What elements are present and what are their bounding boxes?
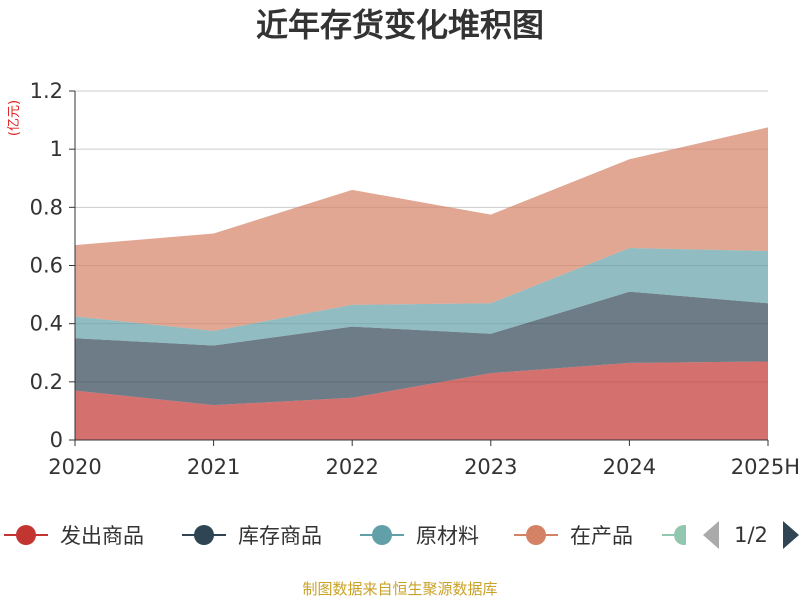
x-tick-label: 2024 xyxy=(603,455,656,479)
y-tick-label: 1.2 xyxy=(30,79,63,103)
legend-label: 库存商品 xyxy=(238,524,322,548)
legend-pager: 1/2 xyxy=(703,521,799,549)
legend-circle-icon xyxy=(372,525,392,545)
area-series-1[interactable] xyxy=(75,361,768,441)
triangle-left-icon[interactable] xyxy=(703,521,719,549)
area-series-3[interactable] xyxy=(75,248,768,346)
y-tick-label: 0.4 xyxy=(30,312,63,336)
legend-page-indicator: 1/2 xyxy=(734,523,768,547)
axes: 0 0.2 0.4 0.6 0.8 1 1.2 2020 2021 2022 2023 2024 202… xyxy=(30,79,800,479)
legend-item-1[interactable]: 发出商品 xyxy=(4,524,144,548)
chart-title: 近年存货变化堆积图 xyxy=(256,6,544,44)
area-series-group xyxy=(75,127,768,440)
triangle-right-icon[interactable] xyxy=(783,521,799,549)
legend-circle-icon xyxy=(16,525,36,545)
x-tick-label: 2023 xyxy=(464,455,517,479)
legend-item-2[interactable]: 库存商品 xyxy=(182,524,322,548)
legend-item-partial[interactable] xyxy=(662,525,706,545)
legend-label: 在产品 xyxy=(570,524,633,548)
legend-item-4[interactable]: 在产品 xyxy=(514,524,633,548)
x-tick-label: 2025H xyxy=(731,455,800,479)
y-tick-label: 0 xyxy=(50,428,63,452)
x-tick-label: 2021 xyxy=(187,455,240,479)
legend-circle-icon xyxy=(526,525,546,545)
legend: 发出商品 库存商品 原材料 在产品 xyxy=(4,524,706,548)
legend-circle-icon xyxy=(194,525,214,545)
area-series-2[interactable] xyxy=(75,291,768,406)
x-tick-label: 2020 xyxy=(48,455,101,479)
y-tick-label: 0.2 xyxy=(30,370,63,394)
area-series-4[interactable] xyxy=(75,127,768,331)
legend-label: 原材料 xyxy=(416,524,479,548)
x-tick-label: 2022 xyxy=(325,455,378,479)
y-tick-label: 1 xyxy=(50,137,63,161)
data-source-note: 制图数据来自恒生聚源数据库 xyxy=(302,580,497,598)
legend-item-3[interactable]: 原材料 xyxy=(360,524,479,548)
y-axis-label: (亿元) xyxy=(7,100,22,136)
y-tick-label: 0.6 xyxy=(30,254,63,278)
legend-label: 发出商品 xyxy=(60,524,144,548)
y-tick-label: 0.8 xyxy=(30,195,63,219)
legend-circle-icon xyxy=(674,525,686,545)
